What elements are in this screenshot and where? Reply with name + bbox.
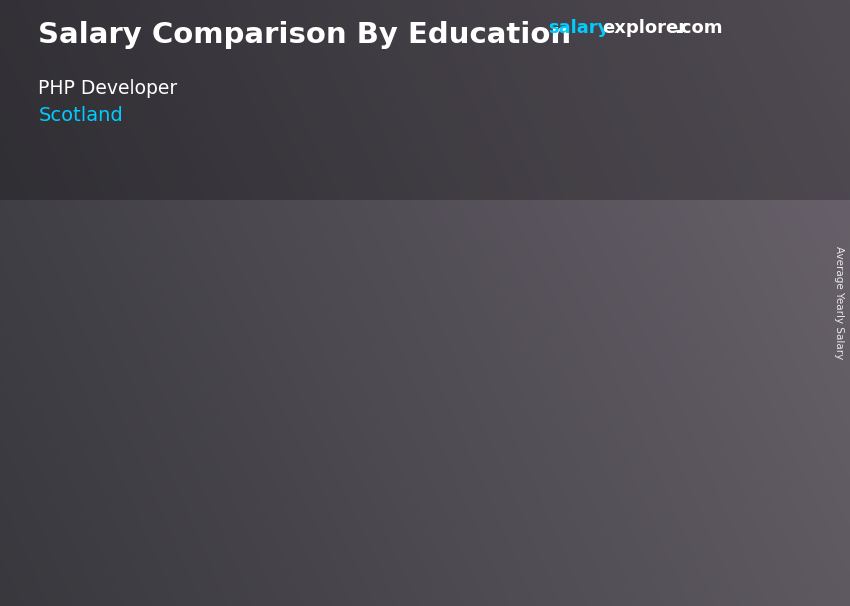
Text: 118,000 GBP: 118,000 GBP <box>607 192 701 207</box>
Text: +32%: +32% <box>257 236 333 259</box>
Text: Scotland: Scotland <box>38 106 123 125</box>
Text: PHP Developer: PHP Developer <box>38 79 178 98</box>
Text: Salary Comparison By Education: Salary Comparison By Education <box>38 21 571 49</box>
Polygon shape <box>542 213 766 221</box>
Text: Average Yearly Salary: Average Yearly Salary <box>834 247 844 359</box>
Text: 65,400 GBP: 65,400 GBP <box>133 315 218 330</box>
Text: salary: salary <box>548 19 609 38</box>
Text: explorer: explorer <box>603 19 688 38</box>
Polygon shape <box>274 336 286 497</box>
Bar <box>64 344 274 497</box>
Bar <box>542 221 752 497</box>
Polygon shape <box>513 287 526 497</box>
Text: .com: .com <box>674 19 722 38</box>
Polygon shape <box>752 213 766 497</box>
Polygon shape <box>303 287 526 295</box>
Text: 86,300 GBP: 86,300 GBP <box>372 267 457 281</box>
Polygon shape <box>64 336 286 344</box>
Bar <box>303 295 513 497</box>
Text: +37%: +37% <box>496 161 573 185</box>
